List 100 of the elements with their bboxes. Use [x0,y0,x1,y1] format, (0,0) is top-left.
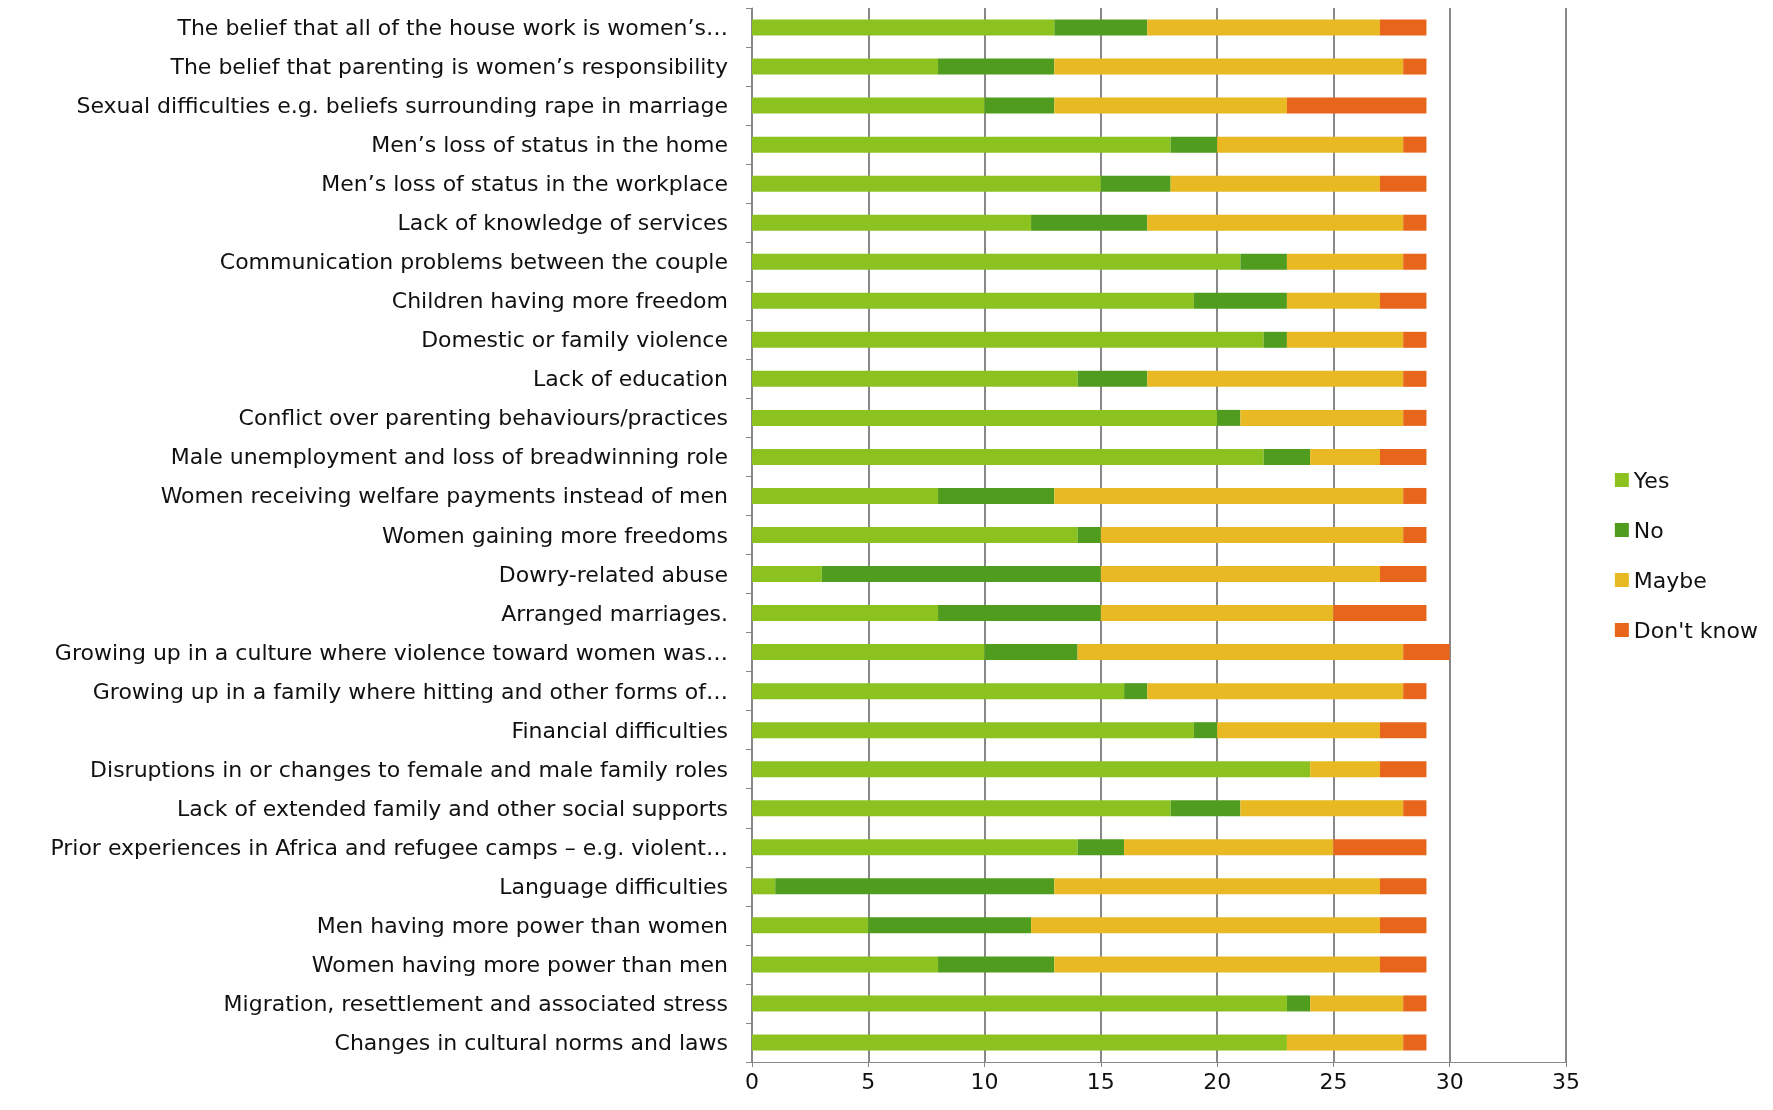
bar [752,1034,1287,1051]
y-tick-label: Lack of education [533,366,728,392]
bar [1054,487,1404,504]
bar [1403,370,1427,387]
legend-label: Don't know [1633,617,1759,643]
x-tick-label: 20 [1203,1068,1232,1094]
y-tick-label: Sexual difficulties e.g. beliefs surrounding rape in marriage [76,93,728,119]
y-tick-label: Lack of knowledge of services [397,210,728,236]
bar [1077,644,1404,661]
y-tick-label: Men’s loss of status in the workplace [321,171,728,197]
bar [1379,566,1427,583]
bar [1403,527,1427,543]
y-tick-label: Communication problems between the couple [219,249,728,275]
x-tick-label: 0 [745,1068,759,1094]
bar [821,566,1101,583]
bar [1286,253,1404,270]
bar [1403,487,1427,504]
y-tick-label: Disruptions in or changes to female and male family roles [90,756,728,782]
bar [1310,448,1380,465]
bar [1263,448,1311,465]
bar [1240,409,1404,426]
bar [752,97,985,114]
y-tick-label: Changes in cultural norms and laws [334,1029,728,1055]
bar [938,487,1055,504]
bar [1240,253,1287,270]
bar [1147,214,1404,231]
bar [1403,331,1427,348]
bar [1170,175,1380,192]
bar [1100,566,1380,583]
y-tick-label: Male unemployment and loss of breadwinning role [170,444,728,470]
bar [752,683,1125,700]
bar [868,917,1032,934]
bar [752,644,985,661]
bar [1147,683,1404,700]
bar [752,605,939,622]
bar [1403,683,1427,700]
bar [1403,1034,1427,1051]
bar [1100,605,1334,622]
bar [752,761,1311,778]
y-tick-label: Dowry-related abuse [498,561,728,587]
bar [752,58,939,75]
legend-label: Yes [1632,467,1670,493]
y-tick-label: Growing up in a family where hitting and other forms of… [92,678,728,704]
bar [1170,800,1241,817]
bar [1124,683,1148,700]
bar [1403,995,1427,1012]
bar [1077,527,1101,543]
bar [984,644,1078,661]
bar [752,995,1287,1012]
bar [752,136,1171,153]
y-tick-label: Children having more freedom [391,288,728,314]
bar [1100,175,1171,192]
bar [1333,605,1427,622]
x-tick-label: 35 [1552,1068,1580,1094]
bar [752,878,776,895]
bar [1310,761,1380,778]
bar [1193,722,1218,739]
y-tick-label: Prior experiences in Africa and refugee camps – e.g. violent… [50,834,728,860]
bar [752,487,939,504]
bar [1379,448,1427,465]
bar [1170,136,1218,153]
bar [1379,761,1427,778]
bar [752,839,1078,856]
bar [752,331,1264,348]
bar [752,722,1194,739]
x-tick-label: 15 [1086,1068,1115,1094]
legend-label: No [1633,517,1664,543]
bar [1310,995,1404,1012]
bar [752,409,1218,426]
y-tick-label: The belief that all of the house work is women’s… [176,15,728,41]
bar [752,800,1171,817]
bar [752,448,1264,465]
bar [752,527,1078,543]
legend-label: Maybe [1633,567,1707,593]
y-tick-label: Women receiving welfare payments instead of men [160,483,728,509]
bar [1077,370,1148,387]
y-tick-label: Women gaining more freedoms [381,522,728,548]
bar [1333,839,1427,856]
x-tick-label: 5 [861,1068,876,1094]
bar [752,292,1194,309]
bar [1379,878,1427,895]
bar [1054,19,1148,36]
y-tick-label: The belief that parenting is women’s responsibility [169,54,728,80]
bar [752,917,869,934]
bar [1054,97,1287,114]
y-tick-label: Migration, resettlement and associated stress [223,990,728,1016]
bar [1031,917,1380,934]
y-tick-label: Men’s loss of status in the home [371,132,728,158]
bar [1286,331,1404,348]
y-tick-label: Arranged marriages. [501,600,728,626]
bar [1217,722,1380,739]
bar [752,566,822,583]
bar [1147,370,1404,387]
bar [1100,527,1404,543]
bar [1403,409,1427,426]
bar [938,58,1055,75]
bar [752,370,1078,387]
bar [1286,97,1427,114]
bar [1054,58,1404,75]
bar [752,956,939,973]
